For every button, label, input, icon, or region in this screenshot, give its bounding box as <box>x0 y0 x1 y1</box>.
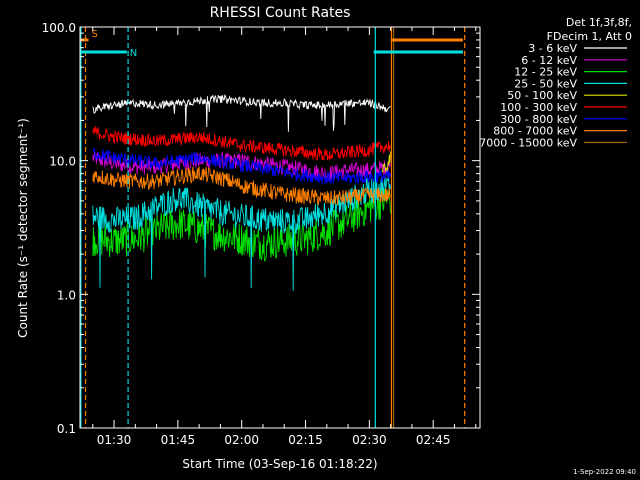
x-axis-label: Start Time (03-Sep-16 01:18:22) <box>182 457 377 471</box>
legend-header-line-2: FDecim 1, Att 0 <box>547 30 632 43</box>
series-line <box>92 94 391 132</box>
legend-entry-label: 800 - 7000 keV <box>493 125 577 138</box>
y-tick-label: 0.1 <box>57 422 76 436</box>
x-tick-labels: 01:30 01:45 02:00 02:15 02:30 02:45 <box>97 433 451 447</box>
attenuator-flag-label: N <box>130 48 137 59</box>
y-tick-label: 1.0 <box>57 288 76 302</box>
attenuator-flag-label: S <box>92 29 98 40</box>
y-tick-label: 100.0 <box>42 21 76 35</box>
chart-title: RHESSI Count Rates <box>210 5 351 21</box>
series-line <box>92 126 391 161</box>
legend-entry-label: 300 - 800 keV <box>500 113 577 126</box>
legend-entry-label: 6 - 12 keV <box>521 54 577 67</box>
series-line <box>381 151 391 173</box>
legend-entry-label: 3 - 6 keV <box>528 42 577 55</box>
plot-frame <box>79 26 481 429</box>
series-line <box>92 165 391 206</box>
legend-entry-label: 50 - 100 keV <box>507 89 577 102</box>
x-tick-label: 01:30 <box>97 433 132 447</box>
series-layer <box>92 94 391 291</box>
legend-entry-label: 100 - 300 keV <box>500 101 577 114</box>
y-tick-labels: 0.1 1.0 10.0 100.0 <box>42 21 76 436</box>
marker-layer: SN <box>80 27 466 428</box>
legend-header-line-1: Det 1f,3f,8f, <box>566 16 632 29</box>
legend-entry-label: 12 - 25 keV <box>514 66 577 79</box>
legend-entry-label: 7000 - 15000 keV <box>479 136 577 149</box>
y-axis-label: Count Rate (s⁻¹ detector segment⁻¹) <box>16 118 30 338</box>
x-tick-label: 02:45 <box>416 433 451 447</box>
y-tick-label: 10.0 <box>49 155 76 169</box>
x-tick-label: 02:00 <box>224 433 259 447</box>
series-line <box>92 148 391 185</box>
series-line <box>92 175 391 291</box>
legend: Det 1f,3f,8f, FDecim 1, Att 0 3 - 6 keV6… <box>479 16 632 149</box>
x-tick-label: 02:30 <box>352 433 387 447</box>
series-line <box>92 187 391 262</box>
axis-ticks <box>80 27 480 429</box>
x-tick-label: 01:45 <box>161 433 196 447</box>
legend-entry-label: 25 - 50 keV <box>514 77 577 90</box>
footer-timestamp: 1-Sep-2022 09:40 <box>573 468 636 476</box>
x-tick-label: 02:15 <box>288 433 323 447</box>
